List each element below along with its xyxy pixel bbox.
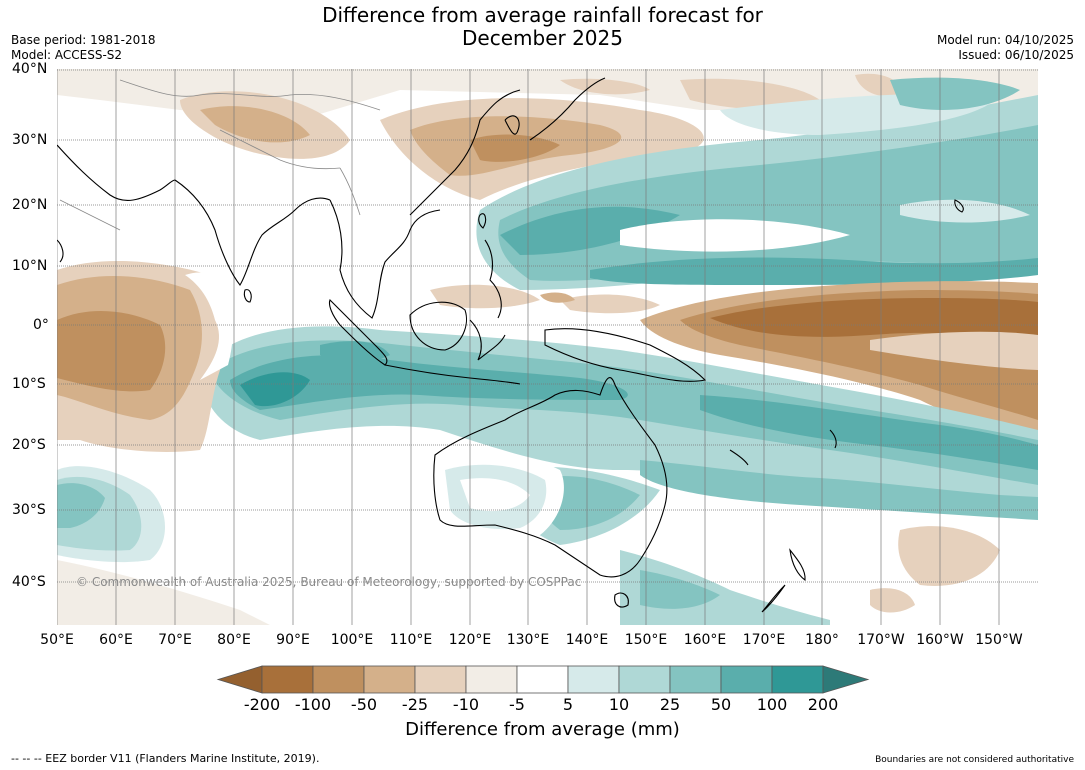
lat-label: 40°N: [12, 61, 48, 77]
copyright-notice: © Commonwealth of Australia 2025, Bureau…: [76, 575, 582, 589]
lon-label: 170°E: [742, 632, 786, 648]
lon-label: 170°W: [857, 632, 905, 648]
colorbar-swatch: [771, 665, 824, 694]
colorbar-tick-label: -200: [243, 695, 281, 714]
lon-label: 140°E: [565, 632, 609, 648]
colorbar-swatch: [465, 665, 518, 694]
eez-note: -- -- -- EEZ border V11 (Flanders Marine…: [11, 752, 320, 765]
lat-label: 0°: [33, 317, 49, 333]
model-name: Model: ACCESS-S2: [11, 48, 123, 62]
colorbar-tick-label: 50: [710, 695, 732, 714]
meta-right: Model run: 04/10/2025 Issued: 06/10/2025: [937, 33, 1074, 63]
colorbar-tick-label: 200: [807, 695, 839, 714]
colorbar-tick-label: -100: [294, 695, 332, 714]
colorbar-tick-label: 100: [756, 695, 788, 714]
map-title: Difference from average rainfall forecas…: [0, 4, 1085, 50]
colorbar-tick-label: -50: [350, 695, 378, 714]
lat-label: 30°S: [12, 502, 46, 518]
boundaries-note: Boundaries are not considered authoritat…: [875, 755, 1074, 765]
lon-label: 110°E: [389, 632, 433, 648]
lon-label: 130°E: [506, 632, 550, 648]
lat-label: 10°S: [12, 376, 46, 392]
colorbar-tick-label: 10: [608, 695, 630, 714]
lon-label: 80°E: [217, 632, 251, 648]
lat-label: 40°S: [12, 574, 46, 590]
colorbar-swatch: [261, 665, 314, 694]
lon-label: 90°E: [276, 632, 310, 648]
graticule: [57, 69, 1038, 625]
colorbar-swatch: [567, 665, 620, 694]
lon-label: 150°E: [624, 632, 668, 648]
lon-label: 180°: [805, 632, 839, 648]
issued-date: Issued: 06/10/2025: [958, 48, 1074, 62]
lon-label: 70°E: [158, 632, 192, 648]
lat-label: 20°N: [12, 197, 48, 213]
colorbar-tick-label: 25: [659, 695, 681, 714]
lat-label: 10°N: [12, 258, 48, 274]
title-line-1: Difference from average rainfall forecas…: [322, 3, 763, 27]
colorbar-swatch: [516, 665, 569, 694]
lon-label: 150°W: [975, 632, 1023, 648]
colorbar-under-arrow: [216, 665, 263, 694]
colorbar-swatch: [414, 665, 467, 694]
colorbar: [216, 665, 870, 694]
colorbar-tick-label: 5: [562, 695, 574, 714]
coastlines: [57, 77, 964, 613]
colorbar-tick-label: -25: [401, 695, 429, 714]
lon-label: 160°W: [916, 632, 964, 648]
colorbar-over-arrow: [822, 665, 870, 694]
model-run: Model run: 04/10/2025: [936, 33, 1074, 47]
colorbar-swatch: [669, 665, 722, 694]
lon-label: 50°E: [40, 632, 74, 648]
colorbar-swatch: [363, 665, 416, 694]
anomaly-fields: [57, 69, 1038, 625]
colorbar-swatch: [618, 665, 671, 694]
lon-label: 160°E: [683, 632, 727, 648]
lat-label: 20°S: [12, 437, 46, 453]
colorbar-label: Difference from average (mm): [405, 719, 680, 740]
colorbar-tick-label: -10: [452, 695, 480, 714]
base-period: Base period: 1981-2018: [11, 33, 156, 47]
lon-label: 100°E: [330, 632, 374, 648]
country-borders: [59, 79, 381, 231]
colorbar-tick-label: -5: [509, 695, 525, 714]
meta-left: Base period: 1981-2018 Model: ACCESS-S2: [11, 33, 156, 63]
lon-label: 120°E: [448, 632, 492, 648]
colorbar-swatch: [720, 665, 773, 694]
title-line-2: December 2025: [462, 26, 623, 50]
lon-label: 60°E: [99, 632, 133, 648]
lat-label: 30°N: [12, 132, 48, 148]
colorbar-swatch: [312, 665, 365, 694]
